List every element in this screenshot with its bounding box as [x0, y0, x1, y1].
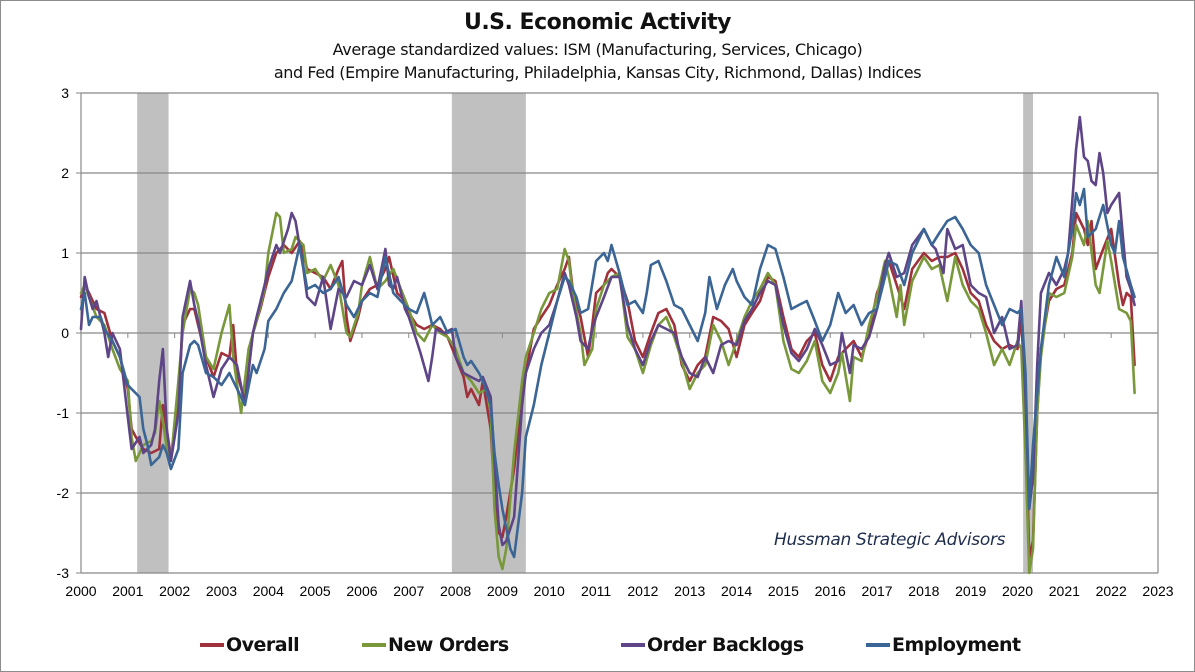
- legend-item-overall: Overall: [200, 634, 300, 656]
- legend-label: New Orders: [388, 634, 509, 656]
- y-tick-label: -2: [57, 485, 70, 501]
- legend-swatch-overall: [200, 643, 224, 647]
- x-tick-label: 2020: [1002, 583, 1033, 599]
- series-line-order-backlogs: [79, 115, 1136, 547]
- x-tick-label: 2013: [674, 583, 705, 599]
- y-tick-label: 0: [61, 325, 69, 341]
- legend-label: Order Backlogs: [647, 634, 804, 656]
- series-line-overall: [79, 211, 1136, 559]
- legend-item-order-backlogs: Order Backlogs: [621, 634, 804, 656]
- x-tick-label: 2008: [440, 583, 471, 599]
- legend: Overall New Orders Order Backlogs Employ…: [0, 634, 1195, 660]
- y-tick-label: 2: [61, 165, 69, 181]
- x-tick-label: 2021: [1049, 583, 1080, 599]
- legend-item-employment: Employment: [866, 634, 1021, 656]
- y-tick-label: -3: [57, 565, 70, 581]
- x-tick-label: 2019: [955, 583, 986, 599]
- legend-swatch-order-backlogs: [621, 643, 645, 647]
- y-tick-label: 1: [61, 245, 69, 261]
- gridlines: [81, 92, 1158, 574]
- x-tick-label: 2002: [159, 583, 190, 599]
- x-tick-label: 2011: [581, 583, 611, 599]
- chart-subtitle-line-1: Average standardized values: ISM (Manufa…: [332, 40, 863, 59]
- legend-label: Employment: [892, 634, 1021, 656]
- x-tick-label: 2004: [253, 583, 284, 599]
- x-tick-label: 2005: [300, 583, 331, 599]
- x-tick-label: 2001: [112, 583, 143, 599]
- x-tick-label: 2003: [206, 583, 237, 599]
- x-tick-label: 2009: [487, 583, 518, 599]
- y-tick-label: 3: [61, 85, 69, 101]
- series-lines: [79, 115, 1136, 575]
- series-line-new-orders: [79, 211, 1136, 575]
- x-tick-label: 2023: [1142, 583, 1173, 599]
- x-tick-label: 2006: [346, 583, 377, 599]
- chart-annotation: Hussman Strategic Advisors: [774, 530, 1006, 550]
- legend-item-new-orders: New Orders: [362, 634, 509, 656]
- legend-swatch-employment: [866, 643, 890, 647]
- x-tick-label: 2007: [393, 583, 424, 599]
- legend-swatch-new-orders: [362, 643, 386, 647]
- y-axis-ticks: 3 2 1 0 -1 -2 -3: [57, 85, 70, 581]
- x-tick-label: 2018: [908, 583, 939, 599]
- x-axis-ticks: 2000 2001 2002 2003 2004 2005 2006 2007 2008 2009…: [65, 583, 1173, 599]
- chart-subtitle-line-2: and Fed (Empire Manufacturing, Philadelp…: [273, 63, 922, 82]
- x-tick-label: 2010: [534, 583, 565, 599]
- series-line-employment: [79, 187, 1136, 559]
- x-tick-label: 2016: [815, 583, 846, 599]
- legend-label: Overall: [226, 634, 300, 656]
- x-tick-label: 2000: [65, 583, 96, 599]
- chart-title: U.S. Economic Activity: [463, 10, 732, 35]
- x-tick-label: 2015: [768, 583, 799, 599]
- y-tick-label: -1: [57, 405, 70, 421]
- x-tick-label: 2022: [1096, 583, 1127, 599]
- x-tick-label: 2014: [721, 583, 752, 599]
- x-tick-label: 2017: [861, 583, 892, 599]
- x-tick-label: 2012: [627, 583, 658, 599]
